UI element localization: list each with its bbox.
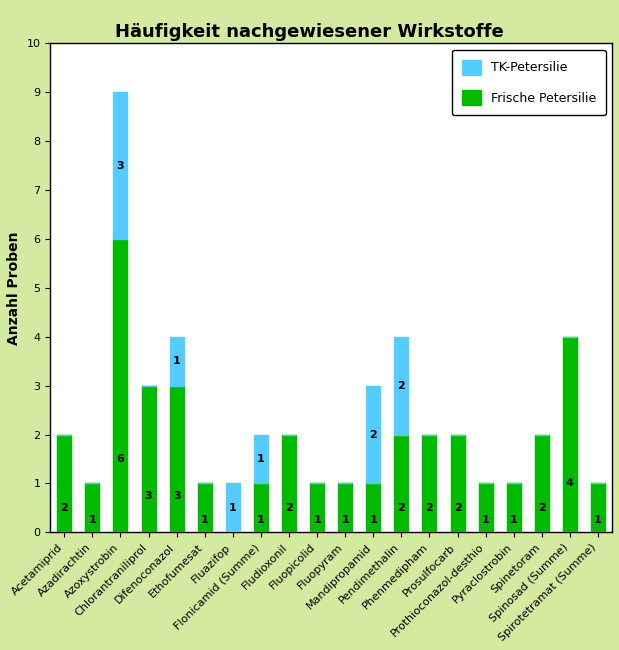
Text: 2: 2 [397, 381, 405, 391]
Text: 1: 1 [89, 515, 96, 525]
Bar [394, 337, 409, 435]
Text: Häufigkeit nachgewiesener Wirkstoffe: Häufigkeit nachgewiesener Wirkstoffe [115, 23, 504, 41]
Text: 1: 1 [257, 454, 265, 464]
Bar [366, 484, 380, 532]
Bar [591, 484, 605, 532]
Bar [310, 484, 324, 532]
Bar [338, 484, 352, 532]
Bar [142, 385, 155, 532]
Text: 3: 3 [173, 491, 181, 500]
Bar [366, 385, 380, 484]
Bar [254, 484, 268, 532]
Bar [394, 435, 409, 532]
Y-axis label: Anzahl Proben: Anzahl Proben [7, 231, 21, 344]
Text: 2: 2 [454, 503, 461, 513]
Bar [282, 435, 296, 532]
Bar [563, 337, 577, 532]
Text: 1: 1 [313, 515, 321, 525]
Text: 2: 2 [397, 503, 405, 513]
Text: 2: 2 [538, 503, 546, 513]
Text: 1: 1 [173, 356, 181, 366]
Bar [197, 484, 212, 532]
Text: 2: 2 [285, 503, 293, 513]
Bar [113, 239, 128, 532]
Text: 1: 1 [594, 515, 602, 525]
Bar [535, 435, 549, 532]
Legend: TK-Petersilie, Frische Petersilie: TK-Petersilie, Frische Petersilie [452, 49, 606, 115]
Bar [226, 484, 240, 532]
Text: 1: 1 [482, 515, 490, 525]
Text: 2: 2 [426, 503, 433, 513]
Bar [507, 484, 521, 532]
Text: 2: 2 [61, 503, 68, 513]
Bar [113, 92, 128, 239]
Text: 1: 1 [510, 515, 517, 525]
Bar [170, 337, 184, 385]
Text: 1: 1 [341, 515, 349, 525]
Text: 1: 1 [201, 515, 209, 525]
Bar [170, 385, 184, 532]
Bar [85, 484, 100, 532]
Text: 1: 1 [370, 515, 377, 525]
Bar [254, 435, 268, 484]
Bar [422, 435, 436, 532]
Text: 3: 3 [145, 491, 152, 500]
Text: 1: 1 [257, 515, 265, 525]
Bar [57, 435, 71, 532]
Text: 3: 3 [116, 161, 124, 171]
Text: 4: 4 [566, 478, 574, 489]
Bar [478, 484, 493, 532]
Text: 1: 1 [229, 503, 236, 513]
Text: 6: 6 [116, 454, 124, 464]
Bar [451, 435, 465, 532]
Text: 2: 2 [370, 430, 377, 439]
